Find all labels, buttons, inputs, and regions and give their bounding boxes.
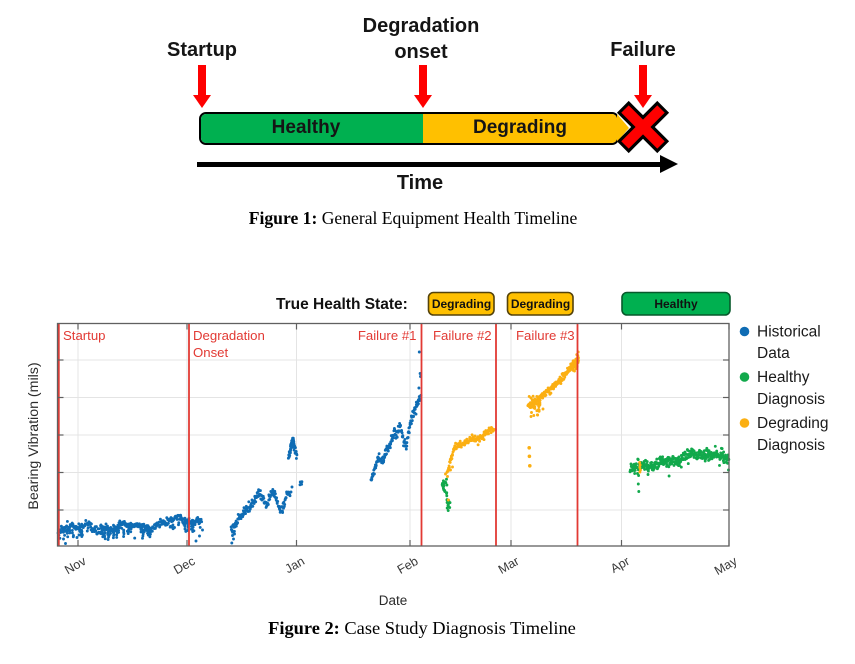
svg-text:Degrading: Degrading	[511, 297, 570, 311]
svg-text:Jan: Jan	[283, 554, 307, 576]
svg-text:Diagnosis: Diagnosis	[757, 391, 825, 408]
svg-text:Date: Date	[379, 593, 408, 608]
svg-text:May: May	[712, 554, 740, 578]
svg-text:Degrading: Degrading	[757, 415, 829, 432]
svg-text:Nov: Nov	[62, 554, 89, 578]
svg-text:Failure #3: Failure #3	[516, 328, 575, 343]
svg-text:True Health State:: True Health State:	[276, 296, 408, 313]
svg-text:Diagnosis: Diagnosis	[757, 437, 825, 454]
svg-text:Failure #1: Failure #1	[358, 328, 417, 343]
svg-text:Onset: Onset	[193, 345, 229, 360]
svg-text:Healthy: Healthy	[757, 369, 810, 386]
svg-text:Apr: Apr	[608, 554, 632, 576]
svg-text:Healthy: Healthy	[654, 297, 698, 311]
svg-text:Feb: Feb	[395, 554, 421, 577]
svg-text:Historical: Historical	[757, 324, 821, 341]
svg-text:Degradation: Degradation	[193, 328, 265, 343]
svg-text:Mar: Mar	[496, 554, 522, 577]
svg-text:Startup: Startup	[63, 328, 106, 343]
svg-text:Figure 2: Case Study Diagnosis: Figure 2: Case Study Diagnosis Timeline	[268, 618, 576, 638]
svg-text:Degrading: Degrading	[432, 297, 491, 311]
svg-text:Dec: Dec	[171, 554, 197, 577]
svg-text:Failure #2: Failure #2	[433, 328, 492, 343]
svg-text:Bearing Vibration (mils): Bearing Vibration (mils)	[26, 362, 42, 509]
svg-text:Data: Data	[757, 345, 790, 362]
